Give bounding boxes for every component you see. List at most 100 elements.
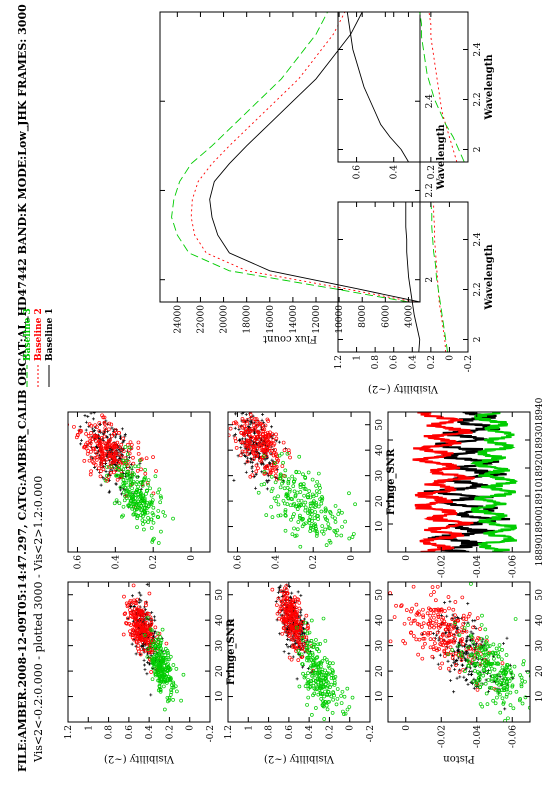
scatter-point (501, 697, 504, 700)
scatter-point (486, 703, 489, 706)
scatter-point (324, 639, 327, 642)
vis2-vs-wavelength-left-panel: 22.22.4-0.200.20.40.60.811.2WavelengthVi… (334, 202, 495, 394)
scatter-point (479, 627, 482, 630)
scatter-point (420, 625, 423, 628)
y-tick-label: 16000 (266, 305, 276, 334)
y-tick-label: 0 (347, 555, 357, 561)
y-tick-label: 0.4 (111, 555, 121, 570)
vis2-vs-snr-middle-left-ylabel: Visibility (~2) (264, 753, 335, 764)
scatter-point (351, 536, 354, 539)
scatter-point (89, 473, 92, 476)
scatter-point (422, 622, 425, 625)
scatter-point (332, 698, 335, 701)
scatter-point (320, 697, 323, 700)
scatter-point (100, 484, 103, 487)
scatter-point (114, 482, 117, 485)
x-tick-label: 10 (535, 691, 542, 703)
scatter-point (338, 509, 341, 512)
x-tick-label: 20 (375, 665, 385, 677)
scatter-point (423, 579, 426, 582)
scatter-point (245, 471, 248, 474)
scatter-point (243, 393, 246, 396)
scatter-point (232, 479, 235, 482)
x-tick-label: 40 (375, 444, 385, 456)
scatter-point (480, 614, 483, 617)
scatter-point (154, 475, 157, 478)
vis2-vs-wavelength-right-frame (338, 12, 468, 162)
scatter-point (277, 495, 280, 498)
scatter-point (271, 588, 274, 591)
scatter-point (443, 601, 446, 604)
scatter-point (445, 615, 448, 618)
scatter-point (241, 407, 244, 410)
scatter-point (107, 428, 110, 431)
scatter-point (439, 667, 442, 670)
scatter-point (99, 475, 102, 478)
scatter-point (447, 667, 450, 670)
y-tick-label: 0.6 (285, 725, 295, 740)
scatter-point (405, 609, 408, 612)
scatter-point (337, 513, 340, 516)
x-tick-label: 2 (473, 147, 483, 153)
scatter-point (270, 505, 273, 508)
scatter-point (501, 666, 504, 669)
scatter-point (284, 571, 287, 574)
x-tick-label: 20 (535, 665, 542, 677)
scatter-point (275, 500, 278, 503)
scatter-point (462, 676, 465, 679)
y-tick-label: 0.4 (305, 725, 315, 740)
x-tick-label: 18900 (535, 509, 542, 538)
scatter-point (461, 664, 464, 667)
scatter-point (304, 621, 307, 624)
scatter-point (325, 544, 328, 547)
scatter-point (306, 703, 309, 706)
scatter-point (289, 574, 292, 577)
scatter-point (476, 688, 479, 691)
piston-vs-snr-panel: 10203040500-0.02-0.04-0.06Fringe_SNRPist… (381, 566, 542, 764)
scatter-point (131, 487, 134, 490)
scatter-point (297, 520, 300, 523)
x-tick-label: 10 (375, 521, 385, 533)
scatter-point (113, 502, 116, 505)
scatter-point (481, 640, 484, 643)
scatter-point (273, 497, 276, 500)
scatter-point (116, 478, 119, 481)
y-tick-label: -0.04 (473, 725, 483, 748)
scatter-point (310, 619, 313, 622)
scatter-point (323, 656, 326, 659)
scatter-point (144, 468, 147, 471)
scatter-point (143, 663, 146, 666)
scatter-point (304, 509, 307, 512)
x-tick-label: 30 (375, 470, 385, 482)
scatter-point (345, 732, 348, 735)
scatter-point (151, 678, 154, 681)
x-tick-label: 18910 (535, 481, 542, 510)
scatter-point (122, 595, 125, 598)
scatter-point (121, 427, 124, 430)
scatter-point (149, 693, 152, 696)
scatter-point (115, 499, 118, 502)
flux-vs-wavelength-xlabel: Wavelength (436, 124, 447, 191)
scatter-point (408, 617, 411, 620)
scatter-point (470, 670, 473, 673)
scatter-point (148, 592, 151, 595)
scatter-point (239, 454, 242, 457)
y-tick-label: 1 (353, 355, 363, 361)
scatter-point (270, 490, 273, 493)
piston-vs-snr-marks (381, 566, 542, 722)
scatter-point (336, 687, 339, 690)
scatter-point (314, 707, 317, 710)
scatter-point (292, 485, 295, 488)
scatter-point (501, 662, 504, 665)
scatter-point (495, 696, 498, 699)
scatter-point (434, 599, 437, 602)
scatter-point (286, 638, 289, 641)
scatter-point (152, 506, 155, 509)
x-tick-label: 10 (375, 691, 385, 703)
y-tick-label: -0.04 (473, 555, 483, 578)
scatter-point (314, 638, 317, 641)
scatter-point (415, 603, 418, 606)
y-tick-label: 0.8 (371, 355, 381, 370)
scatter-point (439, 654, 442, 657)
